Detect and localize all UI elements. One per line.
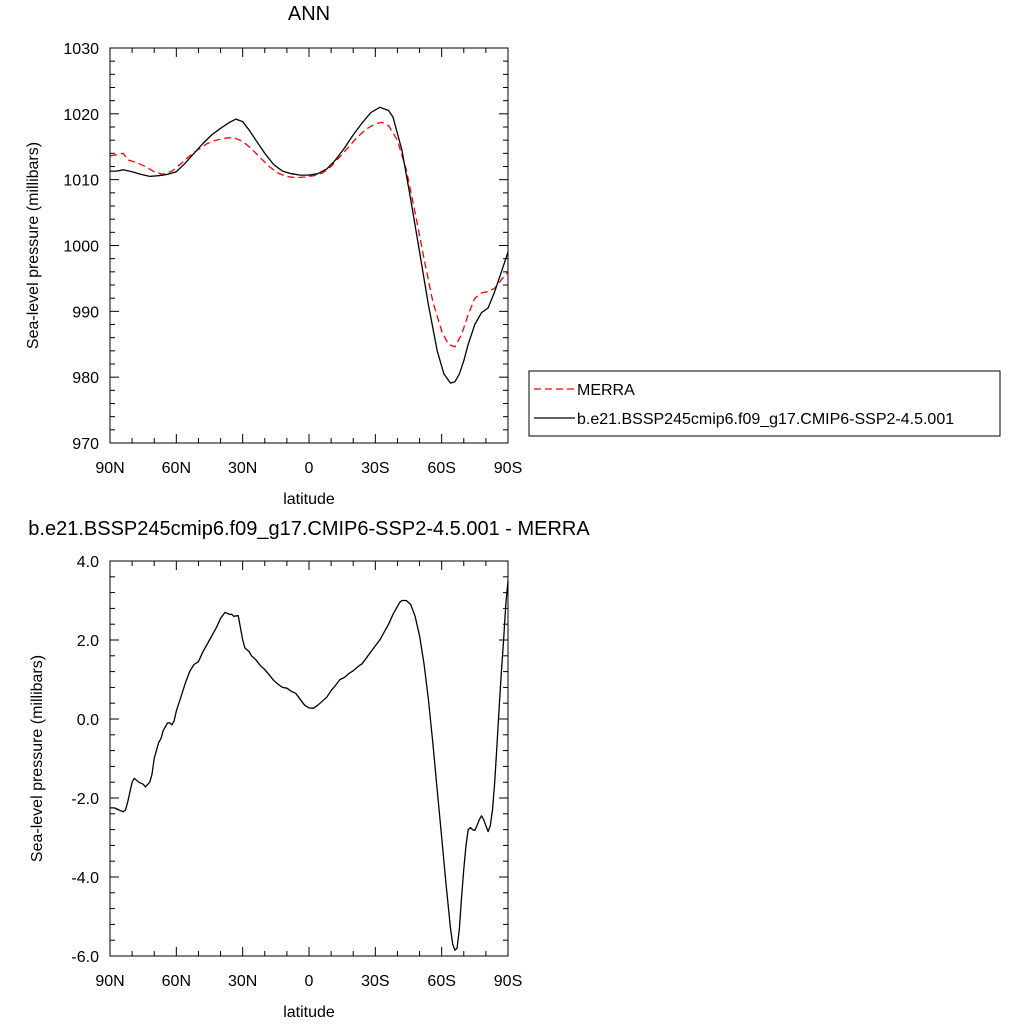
bottom-x-tick-label: 30N xyxy=(228,973,257,990)
bottom-y-tick-label: -4.0 xyxy=(71,870,99,887)
bottom-y-tick-label: 0.0 xyxy=(77,712,99,729)
bottom-x-tick-label: 0 xyxy=(305,973,314,990)
top-x-tick-label: 30S xyxy=(361,460,389,477)
top-x-axis-label: latitude xyxy=(283,491,335,508)
bottom-y-tick-label: -6.0 xyxy=(71,949,99,966)
top-ticks xyxy=(109,47,509,444)
top-x-tick-label: 90N xyxy=(95,460,124,477)
bottom-y-tick-label: -2.0 xyxy=(71,791,99,808)
top-plot-frame xyxy=(109,47,509,444)
top-x-tick-label: 90S xyxy=(494,460,522,477)
bottom-plot-frame xyxy=(109,560,509,957)
top-y-axis-label: Sea-level pressure (millibars) xyxy=(25,142,42,349)
top-x-tick-label: 0 xyxy=(305,460,314,477)
top-series-line-0 xyxy=(109,121,509,348)
legend-label-model: b.e21.BSSP245cmip6.f09_g17.CMIP6-SSP2-4.… xyxy=(577,411,954,428)
top-x-tick-label: 30N xyxy=(228,460,257,477)
bottom-x-tick-labels: 90N 60N 30N 0 30S 60S 90S xyxy=(95,973,522,990)
bottom-y-tick-label: 2.0 xyxy=(77,633,99,650)
legend-box xyxy=(528,370,1001,437)
top-y-tick-label: 1000 xyxy=(63,239,99,256)
bottom-chart-title: b.e21.BSSP245cmip6.f09_g17.CMIP6-SSP2-4.… xyxy=(28,518,590,540)
top-x-tick-label: 60N xyxy=(162,460,191,477)
bottom-series-line-0 xyxy=(110,580,509,951)
top-y-tick-label: 970 xyxy=(72,436,99,453)
top-panel: ANN 90N 60N 30N 0 30S 60S 90S 970 980 990 1000 101… xyxy=(25,3,1001,508)
top-series-line-1 xyxy=(110,106,509,384)
legend: MERRA b.e21.BSSP245cmip6.f09_g17.CMIP6-S… xyxy=(528,370,1001,437)
bottom-x-axis-label: latitude xyxy=(283,1004,335,1021)
bottom-panel: b.e21.BSSP245cmip6.f09_g17.CMIP6-SSP2-4.… xyxy=(28,518,590,1021)
bottom-plot-area xyxy=(110,580,509,951)
top-x-tick-labels: 90N 60N 30N 0 30S 60S 90S xyxy=(95,460,522,477)
bottom-y-axis-label: Sea-level pressure (millibars) xyxy=(29,655,46,862)
top-y-tick-label: 980 xyxy=(72,370,99,387)
top-y-tick-label: 990 xyxy=(72,304,99,321)
bottom-x-tick-label: 60N xyxy=(162,973,191,990)
top-x-tick-label: 60S xyxy=(427,460,455,477)
bottom-x-tick-label: 90N xyxy=(95,973,124,990)
top-chart-title: ANN xyxy=(288,3,330,25)
top-plot-area xyxy=(109,106,509,384)
bottom-x-tick-label: 30S xyxy=(361,973,389,990)
top-y-tick-label: 1010 xyxy=(63,173,99,190)
legend-label-merra: MERRA xyxy=(577,382,635,399)
bottom-x-tick-label: 90S xyxy=(494,973,522,990)
bottom-y-tick-label: 4.0 xyxy=(77,554,99,571)
bottom-ticks xyxy=(109,560,509,957)
top-y-tick-labels: 970 980 990 1000 1010 1020 1030 xyxy=(63,41,99,453)
top-y-tick-label: 1030 xyxy=(63,41,99,58)
top-y-tick-label: 1020 xyxy=(63,107,99,124)
bottom-y-tick-labels: -6.0 -4.0 -2.0 0.0 2.0 4.0 xyxy=(71,554,99,966)
bottom-x-tick-label: 60S xyxy=(427,973,455,990)
